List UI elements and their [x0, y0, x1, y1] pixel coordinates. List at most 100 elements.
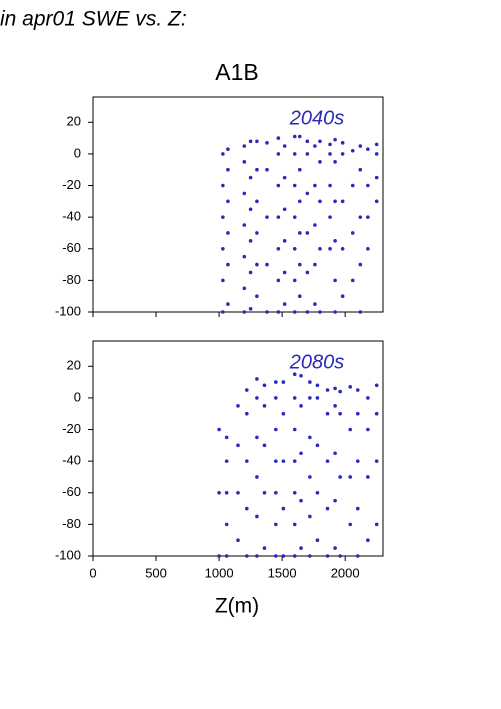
point — [299, 451, 303, 456]
point — [318, 139, 322, 144]
point — [328, 152, 332, 156]
point — [297, 134, 302, 139]
point — [221, 310, 225, 314]
point — [308, 475, 312, 479]
point — [308, 380, 312, 384]
y-tick-label: -40 — [62, 209, 81, 224]
point — [245, 388, 249, 392]
point — [355, 388, 360, 392]
point — [297, 262, 302, 267]
point — [355, 506, 360, 511]
page-title: in apr01 SWE vs. Z: — [0, 8, 187, 31]
point — [366, 475, 370, 479]
point — [333, 160, 337, 164]
point — [274, 554, 278, 558]
point — [366, 183, 370, 188]
point — [255, 231, 259, 235]
point — [276, 152, 281, 156]
point — [305, 139, 310, 144]
point — [325, 554, 330, 558]
point — [248, 239, 253, 243]
point — [274, 522, 278, 527]
point — [328, 215, 332, 219]
point — [282, 207, 287, 212]
point — [297, 167, 302, 172]
point — [299, 546, 303, 550]
point — [236, 490, 240, 495]
point — [297, 294, 302, 298]
x-tick-label: 1500 — [268, 565, 297, 580]
point — [262, 443, 267, 448]
point — [350, 183, 355, 188]
point — [297, 199, 302, 204]
point — [242, 160, 247, 164]
point — [262, 383, 267, 388]
point — [292, 490, 297, 495]
point — [348, 475, 353, 479]
point — [276, 215, 281, 219]
point — [224, 490, 229, 495]
point — [315, 538, 320, 542]
point — [315, 443, 320, 448]
point — [308, 435, 312, 440]
point — [282, 302, 287, 306]
point — [299, 404, 303, 408]
point — [274, 490, 278, 495]
point — [255, 554, 259, 558]
point — [276, 310, 281, 314]
point — [224, 459, 229, 463]
point — [374, 199, 379, 204]
point — [308, 396, 312, 400]
point — [313, 223, 317, 227]
y-tick-label: -80 — [62, 272, 81, 287]
point — [315, 396, 320, 400]
point — [348, 385, 353, 389]
point — [374, 142, 379, 147]
y-tick-label: -40 — [62, 453, 81, 468]
point — [255, 435, 259, 440]
point — [255, 199, 259, 204]
point — [262, 404, 267, 408]
point — [265, 215, 269, 219]
point — [221, 183, 225, 188]
point — [325, 459, 330, 463]
point — [358, 262, 363, 267]
y-tick-label: -60 — [62, 484, 81, 499]
point — [255, 167, 259, 172]
point — [366, 538, 370, 542]
point — [281, 459, 286, 463]
y-tick-label: 0 — [74, 145, 81, 160]
point — [358, 310, 363, 314]
point — [226, 231, 230, 235]
point — [340, 294, 345, 298]
point — [226, 147, 230, 151]
point — [221, 246, 225, 251]
point — [350, 278, 355, 283]
point — [245, 459, 249, 463]
point — [255, 139, 259, 144]
point — [358, 167, 363, 172]
point — [292, 278, 297, 283]
point — [313, 144, 317, 148]
point — [340, 246, 345, 251]
point — [358, 144, 363, 148]
point — [265, 310, 269, 314]
point — [366, 427, 370, 432]
point — [305, 231, 310, 235]
point — [333, 310, 337, 314]
point — [242, 286, 247, 291]
y-tick-label: -80 — [62, 516, 81, 531]
point — [305, 191, 310, 196]
point — [299, 498, 303, 503]
point — [245, 506, 249, 511]
y-tick-label: -20 — [62, 421, 81, 436]
point — [333, 404, 337, 408]
point — [282, 175, 287, 180]
point — [217, 490, 221, 495]
y-tick-label: 20 — [67, 358, 81, 373]
point — [325, 506, 330, 511]
point — [248, 207, 253, 212]
point — [292, 427, 297, 432]
point — [350, 231, 355, 235]
